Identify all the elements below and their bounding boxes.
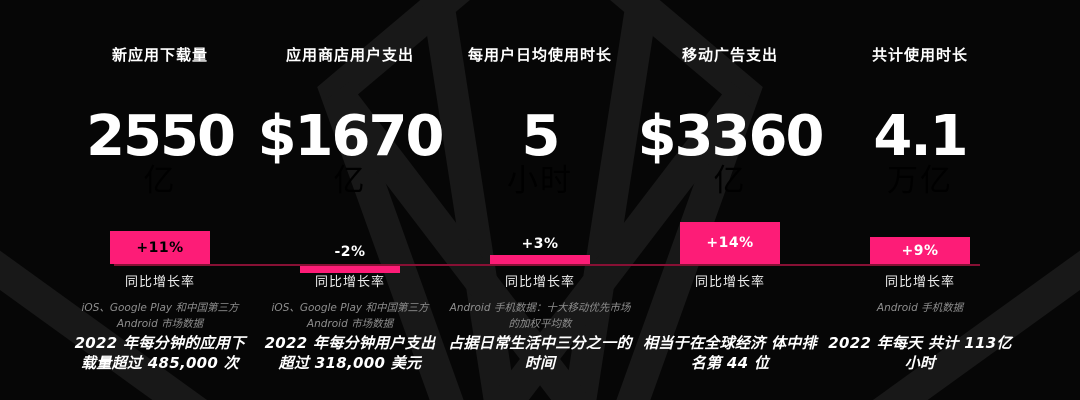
metric-unit: 亿 [333,162,367,199]
data-source-text: iOS、Google Play 和中国第三方 Android 市场数据 [271,302,429,330]
metric-unit: 亿 [713,162,747,199]
growth-bar [680,222,780,264]
growth-caption: 同比增长率 [504,275,575,290]
metric-column: 共计使用时长 4.1 万亿 +9% 同比增长率 Android 手机数据 202… [825,0,1015,400]
growth-percent-label: -2% [334,244,366,260]
growth-bar [490,255,590,264]
growth-caption: 同比增长率 [694,275,765,290]
chart-baseline [114,264,980,266]
metric-title: 共计使用时长 [871,46,968,64]
metric-unit: 小时 [507,162,573,199]
metric-note: 相当于在全球经济 体中排名第 44 位 [643,334,817,372]
metric-note: 2022 年每分钟用户支出超过 318,000 美元 [264,334,436,372]
metric-title: 应用商店用户支出 [285,46,414,64]
metric-value: 2550 [86,104,236,169]
metric-column: 新应用下载量 2550 亿 +11% 同比增长率 iOS、Google Play… [65,0,255,400]
growth-bar-chart: +11% [65,196,255,276]
metric-title: 新应用下载量 [111,46,208,64]
metric-unit: 亿 [143,162,177,199]
metric-title: 移动广告支出 [681,46,778,64]
growth-caption: 同比增长率 [884,275,955,290]
growth-bar-chart: +9% [825,196,1015,276]
metric-column: 应用商店用户支出 $1670 亿 -2% 同比增长率 iOS、Google Pl… [255,0,445,400]
growth-percent-label: +14% [706,235,754,251]
metric-value: $1670 [257,104,445,169]
growth-bar [870,237,970,264]
data-source-text: Android 手机数据 [876,302,964,314]
growth-bar-chart: +3% [445,196,635,276]
growth-bar [110,231,210,264]
growth-caption: 同比增长率 [124,275,195,290]
growth-bar-chart: +14% [635,196,825,276]
metric-unit: 万亿 [887,162,953,199]
metric-note: 占据日常生活中三分之一的时间 [448,334,632,372]
metric-column: 每用户日均使用时长 5 小时 +3% 同比增长率 Android 手机数据：十大… [445,0,635,400]
data-source-text: iOS、Google Play 和中国第三方 Android 市场数据 [81,302,239,330]
growth-bar [300,266,400,273]
growth-percent-label: +3% [521,236,559,252]
metric-value: $3360 [637,104,825,169]
growth-bar-chart: -2% [255,196,445,276]
metric-note: 2022 年每分钟的应用下载量超过 485,000 次 [74,334,246,372]
growth-percent-label: +9% [901,242,939,259]
metric-value: 4.1 [873,104,968,169]
metric-value: 5 [521,104,561,169]
growth-percent-label: +11% [136,239,184,256]
metric-note: 2022 年每天 共计 113亿小时 [828,334,1012,372]
metric-title: 每用户日均使用时长 [467,46,612,64]
metric-column: 移动广告支出 $3360 亿 +14% 同比增长率 相当于在全球经济 体中排名第… [635,0,825,400]
growth-caption: 同比增长率 [314,275,385,290]
data-source-text: Android 手机数据：十大移动优先市场的加权平均数 [449,302,631,330]
